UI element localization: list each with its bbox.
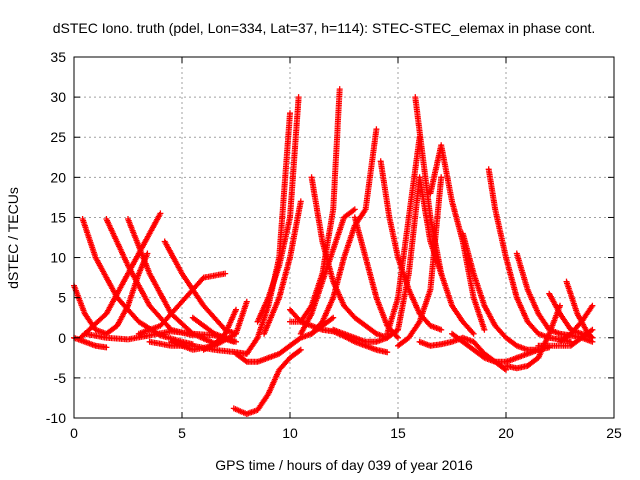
data-point-markers xyxy=(485,166,574,345)
data-series-17 xyxy=(254,94,302,325)
y-tick-label: 25 xyxy=(50,129,66,145)
y-tick-label: 15 xyxy=(50,209,66,225)
data-point-markers xyxy=(449,330,542,365)
data-point-markers xyxy=(168,298,250,353)
chart-title: dSTEC Iono. truth (pdel, Lon=334, Lat=37… xyxy=(53,20,596,36)
y-tick-label: -5 xyxy=(54,370,67,386)
data-point-markers xyxy=(161,238,239,337)
data-point-markers xyxy=(254,94,302,325)
y-tick-label: 10 xyxy=(50,250,66,266)
x-tick-label: 25 xyxy=(606,425,622,441)
x-axis-label: GPS time / hours of day 039 of year 2016 xyxy=(215,457,473,473)
x-tick-label: 15 xyxy=(390,425,406,441)
plot-frame xyxy=(73,56,615,419)
data-point-markers xyxy=(412,94,477,337)
data-point-markers xyxy=(395,174,445,349)
y-tick-label: 35 xyxy=(50,49,66,65)
data-point-markers xyxy=(563,278,596,341)
data-point-markers xyxy=(308,174,391,341)
data-series-34 xyxy=(459,230,553,353)
data-series-33 xyxy=(449,330,542,365)
y-tick-label: 20 xyxy=(50,169,66,185)
data-series-9 xyxy=(161,238,239,337)
data-series-35 xyxy=(485,166,574,345)
y-tick-label: 0 xyxy=(58,330,66,346)
data-point-markers xyxy=(384,134,423,337)
data-point-markers xyxy=(135,270,229,337)
y-tick-labels: -10 -5 0 5 10 15 20 25 30 35 xyxy=(46,49,66,426)
y-axis-label: dSTEC / TECUs xyxy=(5,187,21,289)
data-series-41 xyxy=(563,278,596,341)
data-series-29 xyxy=(412,94,477,337)
data-series-11 xyxy=(168,298,250,353)
axis-ticks xyxy=(73,56,615,419)
data-point-markers xyxy=(459,230,553,353)
data-point-markers xyxy=(200,306,239,353)
x-tick-label: 0 xyxy=(70,425,78,441)
data-point-markers xyxy=(230,346,304,417)
y-tick-label: -10 xyxy=(46,410,66,426)
data-series-18 xyxy=(261,198,304,337)
data-series-8 xyxy=(135,270,229,337)
data-points xyxy=(71,86,596,417)
data-series-15 xyxy=(230,346,304,417)
x-tick-label: 10 xyxy=(282,425,298,441)
x-tick-label: 20 xyxy=(498,425,514,441)
data-point-markers xyxy=(261,198,304,337)
y-tick-label: 5 xyxy=(58,290,66,306)
x-tick-labels: 0 5 10 15 20 25 xyxy=(70,425,622,441)
x-tick-label: 5 xyxy=(178,425,186,441)
data-series-27 xyxy=(384,134,423,337)
y-tick-label: 30 xyxy=(50,89,66,105)
data-series-23 xyxy=(308,174,391,341)
data-series-13 xyxy=(200,306,239,353)
data-series-30 xyxy=(395,174,445,349)
